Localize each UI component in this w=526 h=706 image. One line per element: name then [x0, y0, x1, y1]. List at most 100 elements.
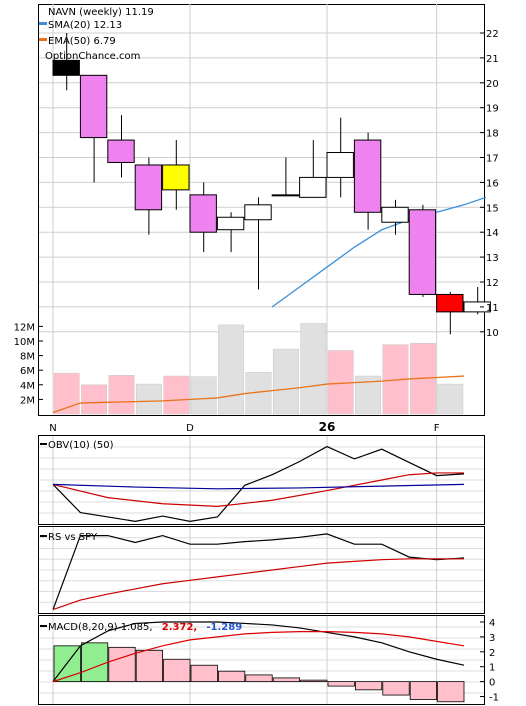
volume-bar [108, 375, 135, 415]
rs-legend-label: RS vs SPY [48, 532, 98, 543]
candlesticks [52, 33, 491, 335]
price-tick-label: 17 [486, 154, 499, 165]
volume-tick-label: 2M [20, 395, 35, 406]
macd-tick-label: 3 [489, 633, 495, 644]
date-label: N [49, 423, 56, 434]
macd-histogram-bar [135, 649, 163, 683]
candle-body [381, 206, 409, 223]
candle-body [244, 204, 272, 221]
volume-bar [163, 375, 190, 415]
macd-tick-label: 2 [489, 648, 495, 659]
obv-lines [52, 445, 465, 522]
candle-body [216, 216, 245, 231]
candle-body [107, 139, 135, 163]
rs-series-line [52, 558, 464, 611]
date-label: 26 [319, 420, 336, 434]
indicator-gridlines [39, 436, 484, 704]
price-tick-label: 12 [486, 278, 499, 289]
date-axis-labels: N D 26 F [49, 420, 439, 434]
volume-tick-label: 6M [20, 366, 35, 377]
rs-lines [52, 533, 465, 611]
macd-legend-main: MACD(8,20,9) 1.085, [48, 622, 153, 633]
candle-body [189, 194, 217, 233]
price-tick-label: 19 [486, 104, 499, 115]
macd-histogram-bar [190, 664, 218, 683]
price-tick-label: 21 [486, 54, 499, 65]
volume-bar [190, 376, 217, 415]
volume-bar [300, 323, 327, 415]
volume-tick-label: 8M [20, 352, 35, 363]
price-tick-label: 16 [486, 178, 499, 189]
date-label: F [434, 423, 440, 434]
price-axis-ticks: 10 11 12 13 14 15 16 17 18 19 20 21 22 [480, 29, 499, 339]
obv-legend-swatch [40, 443, 47, 445]
price-tick-label: 15 [486, 203, 499, 214]
obv-series-line [52, 483, 465, 490]
candle-body [353, 139, 382, 213]
candle-body [463, 301, 491, 313]
sma20-line [271, 196, 487, 308]
obv-legend-label: OBV(10) (50) [48, 440, 114, 451]
macd-histogram-bar [108, 646, 136, 683]
moving-average-lines [52, 196, 487, 414]
macd-histogram-bar [272, 677, 301, 683]
price-tick-label: 11 [486, 303, 499, 314]
macd-signal-line [52, 631, 465, 683]
candle-body [134, 164, 163, 211]
candle-body [436, 293, 464, 313]
ema-legend-label: EMA(50) 6.79 [48, 36, 116, 47]
obv-series-line [52, 445, 465, 522]
sma-legend-label: SMA(20) 12.13 [48, 20, 122, 31]
macd-histogram-bar [217, 670, 246, 683]
price-tick-label: 14 [486, 228, 499, 239]
candle-body [271, 194, 300, 197]
price-tick-label: 10 [486, 328, 499, 339]
macd-histogram-bar [81, 642, 109, 683]
macd-legend-label: MACD(8,20,9) 1.085, 2.372, -1.289 [48, 622, 242, 633]
obv-series-line [52, 472, 464, 508]
rs-series-line [52, 533, 465, 610]
volume-bar [272, 348, 299, 415]
volume-bar [81, 384, 108, 415]
candle-body [326, 152, 354, 178]
rs-legend-swatch [40, 535, 47, 537]
candle-body [79, 74, 108, 139]
macd-histogram-bar [354, 681, 383, 691]
macd-tick-label: -1 [489, 693, 499, 704]
macd-line [52, 621, 465, 682]
price-tick-label: 22 [486, 29, 499, 40]
volume-tick-label: 10M [14, 337, 35, 348]
macd-histogram-bar [300, 679, 328, 683]
macd-legend-swatch [40, 625, 47, 627]
chart-title: NAVN (weekly) 11.19 [48, 7, 154, 18]
macd-legend-signal: 2.372, [162, 622, 197, 633]
volume-bars [53, 323, 464, 415]
macd-tick-label: 1 [489, 663, 495, 674]
macd-axis-ticks: 4 3 2 1 0 -1 [480, 618, 499, 704]
volume-axis-ticks: 2M 4M 6M 8M 10M 12M [14, 322, 43, 406]
macd-histogram-bar [382, 681, 410, 696]
price-tick-label: 18 [486, 129, 499, 140]
volume-bar [218, 324, 245, 415]
ema50-line [52, 375, 465, 414]
macd-histogram-bar [327, 681, 355, 687]
volume-tick-label: 12M [14, 322, 35, 333]
macd-legend-histogram: -1.289 [206, 622, 242, 633]
ema-legend-swatch [39, 38, 47, 41]
candle-body [299, 176, 327, 198]
volume-bar [135, 383, 162, 415]
price-tick-label: 20 [486, 79, 499, 90]
candle-body [408, 209, 437, 295]
macd-lines [52, 621, 465, 683]
macd-histogram-bar [409, 681, 438, 700]
macd-histogram-bar [163, 658, 191, 683]
candle-body [52, 59, 80, 76]
watermark: OptionChance.com [45, 51, 140, 62]
macd-histogram-bar [437, 681, 465, 703]
volume-bar [437, 383, 464, 415]
candle-body [162, 164, 190, 191]
macd-histogram [53, 642, 465, 703]
macd-tick-label: 4 [489, 618, 495, 629]
volume-tick-label: 4M [20, 381, 35, 392]
